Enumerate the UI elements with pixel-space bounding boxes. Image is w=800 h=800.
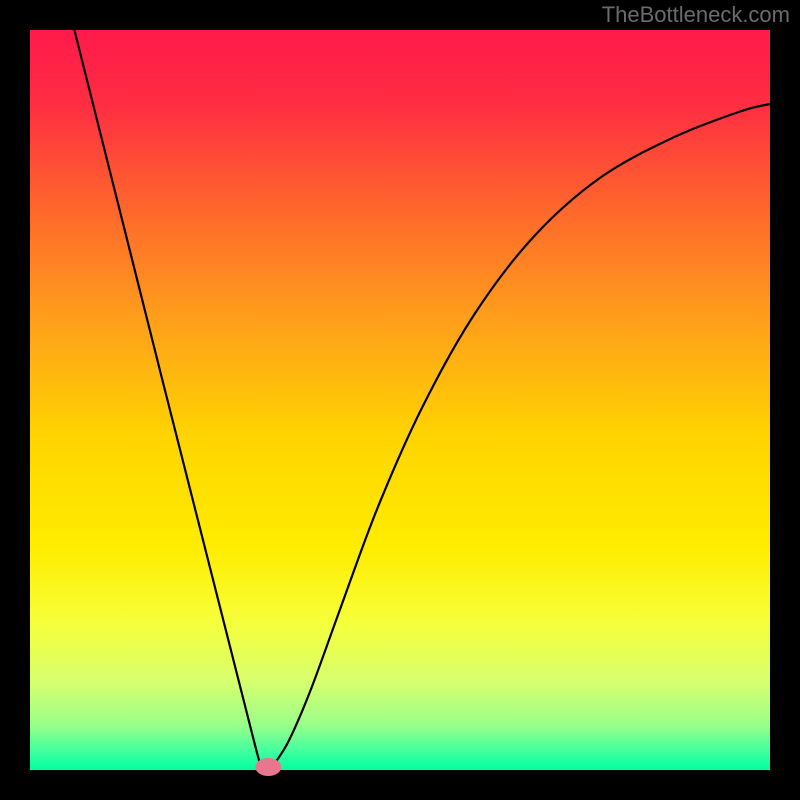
min-marker [255,758,281,776]
plot-area [30,30,770,770]
curve-layer [30,30,770,770]
curve-left [74,30,273,800]
curve-right [274,104,770,764]
chart-canvas: TheBottleneck.com [0,0,800,800]
watermark-text: TheBottleneck.com [602,2,790,28]
